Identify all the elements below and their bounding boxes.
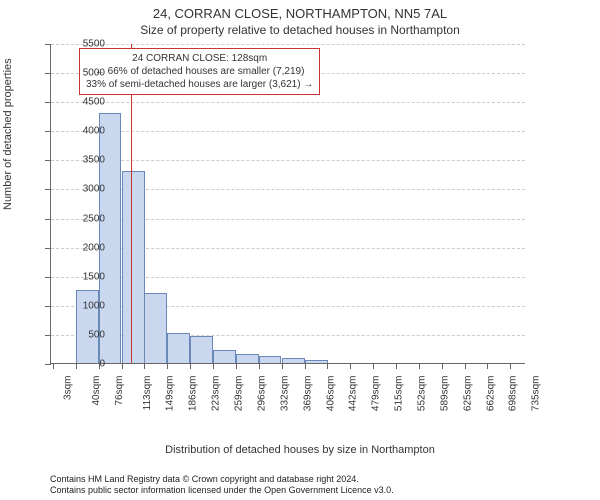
y-tick-label: 2000 (83, 242, 105, 253)
y-tick-label: 0 (99, 359, 105, 370)
x-tick (167, 363, 168, 369)
x-tick-label: 406sqm (325, 376, 336, 412)
y-tick-label: 500 (88, 329, 105, 340)
x-tick (510, 363, 511, 369)
x-tick (487, 363, 488, 369)
y-tick (45, 248, 51, 249)
x-tick (282, 363, 283, 369)
x-tick (236, 363, 237, 369)
x-tick (442, 363, 443, 369)
x-tick-label: 332sqm (279, 376, 290, 412)
x-tick (190, 363, 191, 369)
y-tick (45, 102, 51, 103)
histogram-bar (305, 360, 328, 363)
x-tick-label: 662sqm (485, 376, 496, 412)
x-tick (327, 363, 328, 369)
x-axis-label: Distribution of detached houses by size … (0, 444, 600, 456)
y-tick-label: 3500 (83, 155, 105, 166)
x-tick-label: 552sqm (417, 376, 428, 412)
x-tick (144, 363, 145, 369)
histogram-bar (213, 350, 236, 363)
x-tick (213, 363, 214, 369)
x-tick (305, 363, 306, 369)
y-tick (45, 306, 51, 307)
histogram-bar (99, 113, 122, 363)
y-tick (45, 277, 51, 278)
chart-area: 24 CORRAN CLOSE: 128sqm ← 66% of detache… (50, 44, 585, 414)
histogram-bar (282, 358, 305, 363)
x-tick-label: 625sqm (462, 376, 473, 412)
y-axis-label: Number of detached properties (2, 58, 14, 210)
x-tick-label: 296sqm (257, 376, 268, 412)
x-tick (76, 363, 77, 369)
x-tick-label: 735sqm (531, 376, 542, 412)
histogram-bar (236, 354, 259, 363)
x-tick (350, 363, 351, 369)
y-tick (45, 160, 51, 161)
x-tick (259, 363, 260, 369)
histogram-bar (122, 171, 145, 363)
y-tick-label: 2500 (83, 213, 105, 224)
footer-line-2: Contains public sector information licen… (50, 485, 394, 496)
x-tick-label: 479sqm (371, 376, 382, 412)
x-tick-label: 149sqm (165, 376, 176, 412)
y-tick-label: 5000 (83, 68, 105, 79)
x-tick-label: 259sqm (233, 376, 244, 412)
x-tick-label: 3sqm (62, 376, 73, 400)
annotation-box: 24 CORRAN CLOSE: 128sqm ← 66% of detache… (79, 48, 320, 95)
page-title: 24, CORRAN CLOSE, NORTHAMPTON, NN5 7AL (0, 0, 600, 21)
x-tick-label: 515sqm (393, 376, 404, 412)
x-tick (373, 363, 374, 369)
footer-attribution: Contains HM Land Registry data © Crown c… (50, 474, 394, 497)
histogram-bar (190, 336, 213, 363)
page-subtitle: Size of property relative to detached ho… (0, 21, 600, 37)
plot-region: 24 CORRAN CLOSE: 128sqm ← 66% of detache… (50, 44, 525, 364)
y-tick-label: 5500 (83, 39, 105, 50)
x-tick-label: 698sqm (508, 376, 519, 412)
histogram-bar (167, 333, 190, 363)
y-tick (45, 44, 51, 45)
y-tick (45, 189, 51, 190)
x-tick-label: 76sqm (114, 376, 125, 406)
x-tick (53, 363, 54, 369)
y-tick (45, 335, 51, 336)
annot-line-2: ← 66% of detached houses are smaller (7,… (86, 65, 313, 78)
y-tick-label: 4000 (83, 126, 105, 137)
histogram-bar (259, 356, 282, 363)
x-tick-label: 223sqm (211, 376, 222, 412)
x-tick-label: 369sqm (302, 376, 313, 412)
histogram-bar (144, 293, 167, 363)
y-tick (45, 73, 51, 74)
y-tick-label: 1500 (83, 271, 105, 282)
annot-line-3: 33% of semi-detached houses are larger (… (86, 78, 313, 91)
x-tick-label: 589sqm (440, 376, 451, 412)
x-tick-label: 186sqm (188, 376, 199, 412)
x-tick-label: 442sqm (348, 376, 359, 412)
x-tick-label: 40sqm (91, 376, 102, 406)
y-tick (45, 219, 51, 220)
annot-line-1: 24 CORRAN CLOSE: 128sqm (86, 52, 313, 65)
x-tick (122, 363, 123, 369)
y-tick (45, 364, 51, 365)
y-tick-label: 3000 (83, 184, 105, 195)
x-tick-label: 113sqm (141, 376, 152, 411)
y-tick-label: 1000 (83, 300, 105, 311)
x-tick (396, 363, 397, 369)
footer-line-1: Contains HM Land Registry data © Crown c… (50, 474, 394, 485)
x-tick (419, 363, 420, 369)
x-tick (465, 363, 466, 369)
y-tick-label: 4500 (83, 97, 105, 108)
y-tick (45, 131, 51, 132)
